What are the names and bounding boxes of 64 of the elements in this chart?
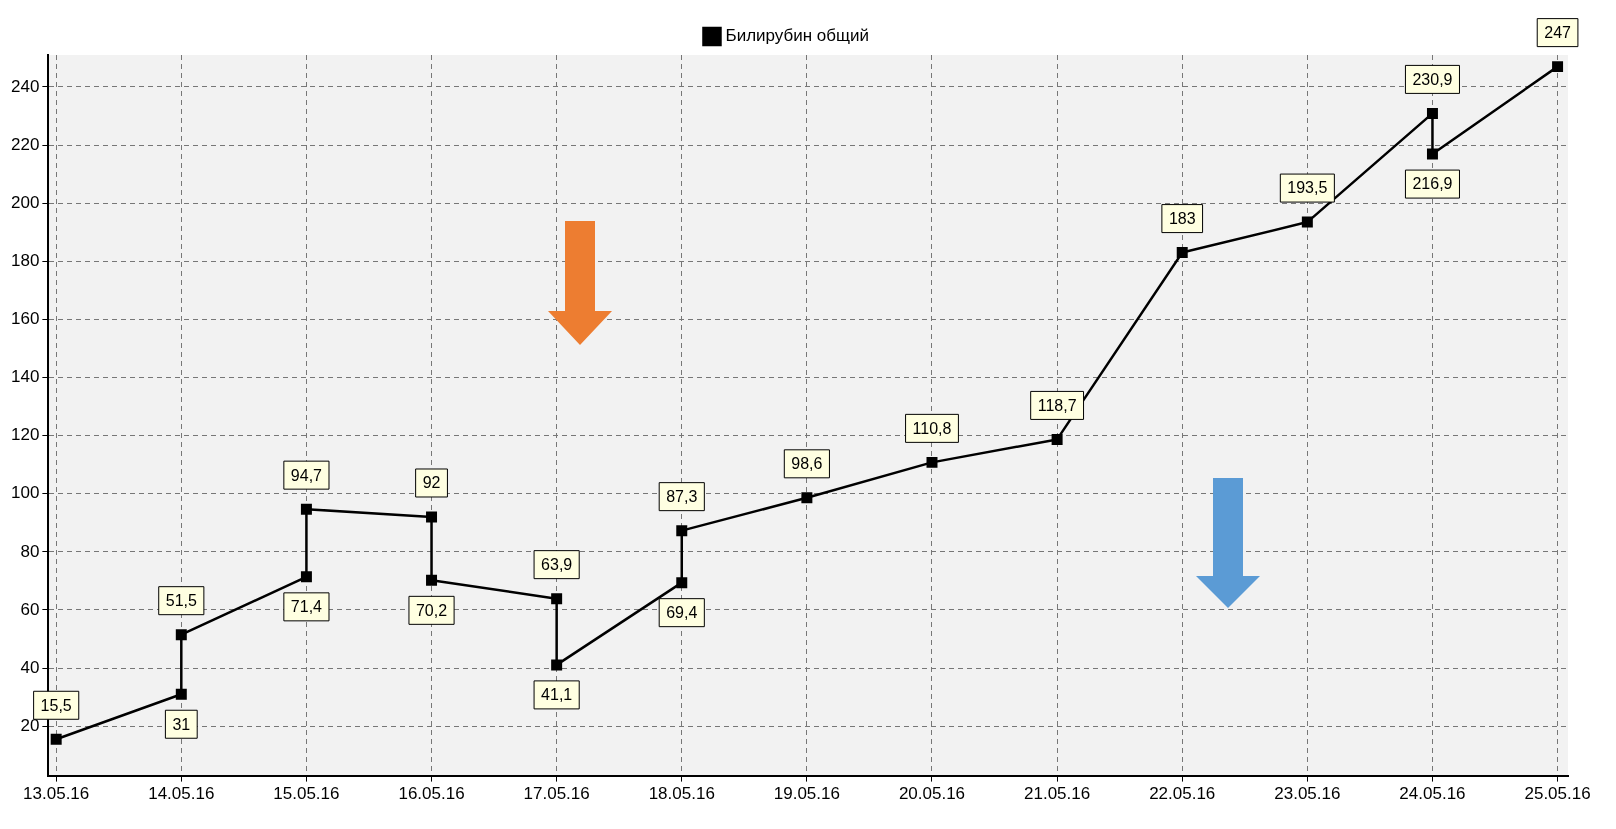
point [1301, 216, 1313, 228]
y-tick-label: 120 [10, 425, 40, 445]
data-label: 70,2 [415, 601, 448, 619]
x-tick-label: 13.05.16 [23, 784, 90, 804]
y-tick-label: 160 [10, 309, 40, 329]
data-label: 118,7 [1037, 396, 1077, 414]
data-label: 15,5 [40, 696, 72, 714]
x-tick-label: 21.05.16 [1024, 784, 1091, 804]
point [175, 688, 187, 700]
point [1552, 61, 1564, 73]
y-tick-label: 20 [20, 715, 40, 735]
data-label: 247 [1544, 24, 1572, 42]
data-label: 87,3 [666, 488, 698, 506]
data-label: 216,9 [1412, 175, 1453, 193]
x-tick-label: 20.05.16 [898, 784, 966, 804]
x-tick-label: 18.05.16 [648, 784, 715, 804]
data-label: 31 [172, 715, 191, 733]
data-label: 92 [422, 474, 441, 492]
y-tick-label: 240 [10, 76, 40, 96]
data-label: 63,9 [541, 556, 573, 574]
y-tick-label: 140 [10, 367, 40, 387]
point [300, 503, 312, 515]
legend-label: Билирубин общий [725, 26, 870, 46]
y-tick-label: 60 [20, 599, 40, 619]
y-tick-label: 180 [10, 250, 40, 270]
point [551, 593, 563, 605]
point [1426, 148, 1438, 160]
data-label: 69,4 [666, 604, 698, 622]
point [676, 577, 688, 589]
y-tick-label: 80 [20, 541, 40, 561]
data-label: 230,9 [1412, 70, 1453, 88]
point [1426, 107, 1438, 119]
point [1176, 247, 1188, 259]
data-label: 183 [1168, 209, 1196, 227]
x-tick-label: 15.05.16 [273, 784, 340, 804]
data-label: 41,1 [541, 686, 573, 704]
data-label: 193,5 [1287, 179, 1328, 197]
point [801, 492, 813, 504]
x-tick-label: 17.05.16 [523, 784, 590, 804]
point [926, 456, 938, 468]
x-tick-label: 24.05.16 [1399, 784, 1466, 804]
y-tick-label: 40 [20, 657, 40, 677]
x-tick-label: 22.05.16 [1149, 784, 1216, 804]
point [551, 659, 563, 671]
x-tick-label: 23.05.16 [1274, 784, 1341, 804]
point [676, 525, 688, 537]
x-tick-label: 14.05.16 [148, 784, 215, 804]
data-label: 94,7 [290, 466, 323, 484]
data-label: 110,8 [912, 419, 952, 437]
point [1051, 433, 1063, 445]
y-tick-label: 200 [10, 192, 40, 212]
point [426, 511, 438, 523]
data-label: 71,4 [290, 598, 323, 616]
x-tick-label: 25.05.16 [1524, 784, 1591, 804]
point [426, 574, 438, 586]
data-label: 98,6 [791, 455, 823, 473]
point [175, 629, 187, 641]
data-label: 51,5 [165, 592, 197, 610]
x-tick-label: 19.05.16 [773, 784, 840, 804]
x-tick-label: 16.05.16 [398, 784, 465, 804]
y-tick-label: 220 [10, 134, 40, 154]
point [50, 733, 62, 745]
point [300, 571, 312, 583]
y-tick-label: 100 [10, 483, 40, 503]
